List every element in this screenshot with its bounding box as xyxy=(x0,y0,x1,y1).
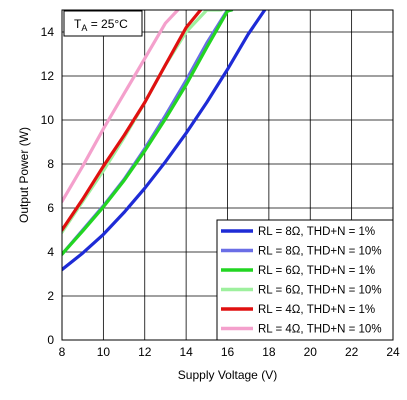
annotation-text: TA = 25°C xyxy=(74,17,128,33)
series-line-6 xyxy=(62,10,180,203)
annotation-rest: = 25°C xyxy=(87,17,128,31)
y-tick-label: 6 xyxy=(47,201,54,215)
grid xyxy=(62,10,393,340)
legend-label: RL = 4Ω, THD+N = 1% xyxy=(258,304,375,316)
series-line-1 xyxy=(62,10,267,272)
legend: RL = 8Ω, THD+N = 1% RL = 8Ω, THD+N = 10% R… xyxy=(216,219,394,341)
annotation-main: T xyxy=(74,17,82,31)
x-tick-label: 24 xyxy=(386,345,400,359)
legend-box xyxy=(216,219,394,341)
legend-label: RL = 6Ω, THD+N = 10% xyxy=(258,285,382,297)
x-tick-label: 14 xyxy=(179,345,193,359)
x-tick-label: 16 xyxy=(221,345,235,359)
x-tick-label: 20 xyxy=(304,345,318,359)
x-tick-label: 18 xyxy=(262,345,276,359)
annotation-box xyxy=(63,10,143,37)
y-tick-label: 10 xyxy=(41,113,55,127)
x-tick-label: 22 xyxy=(345,345,359,359)
legend-label: RL = 6Ω, THD+N = 1% xyxy=(258,265,375,277)
annotation-temperature: TA = 25°C xyxy=(63,10,143,37)
y-axis-title: Output Power (W) xyxy=(17,127,31,223)
y-tick-label: 12 xyxy=(41,69,55,83)
x-axis-title: Supply Voltage (V) xyxy=(178,368,277,382)
x-tick-label: 8 xyxy=(59,345,66,359)
legend-label: RL = 4Ω, THD+N = 10% xyxy=(258,324,382,336)
y-tick-label: 0 xyxy=(47,333,54,347)
y-tick-label: 8 xyxy=(47,157,54,171)
annotation-sub: A xyxy=(81,23,87,33)
series-line-3 xyxy=(62,10,234,256)
x-tick-label: 10 xyxy=(97,345,111,359)
x-tick-label: 12 xyxy=(138,345,152,359)
legend-label: RL = 8Ω, THD+N = 10% xyxy=(258,246,382,258)
y-tick-label: 14 xyxy=(41,25,55,39)
legend-label: RL = 8Ω, THD+N = 1% xyxy=(258,226,375,238)
y-tick-label: 2 xyxy=(47,289,54,303)
y-tick-label: 4 xyxy=(47,245,54,259)
series-line-5 xyxy=(62,10,203,232)
series-layer xyxy=(62,10,267,272)
